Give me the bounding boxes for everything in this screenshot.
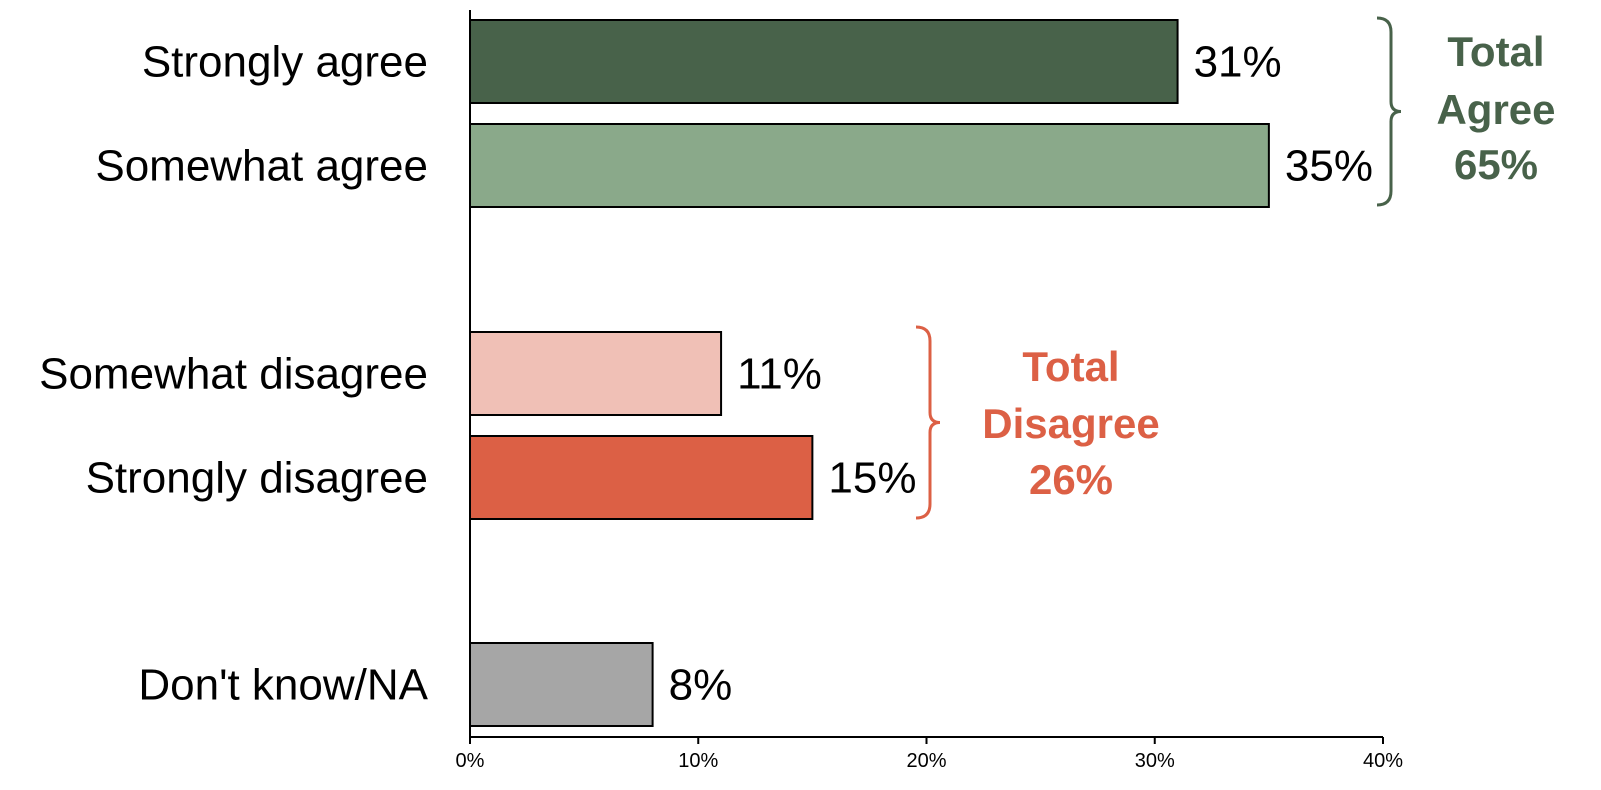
group-brace-1 <box>915 325 941 520</box>
bars-layer: Strongly agree 31% Somewhat agree 35% Somewh… <box>39 19 1373 727</box>
category-label-strongly-disagree: Strongly disagree <box>86 454 428 503</box>
group-brace-0 <box>1376 16 1402 207</box>
x-tick-label: 30% <box>1135 750 1175 772</box>
bar-somewhat-disagree <box>469 331 723 416</box>
bar-somewhat-agree <box>469 123 1270 208</box>
group-label-line: Total <box>1447 28 1544 75</box>
x-tick-label: 0% <box>456 750 485 772</box>
value-label-somewhat-agree: 35% <box>1285 142 1373 191</box>
category-label-somewhat-disagree: Somewhat disagree <box>39 350 428 399</box>
value-label-don-t-know-na: 8% <box>669 661 733 710</box>
category-label-strongly-agree: Strongly agree <box>142 38 428 87</box>
group-label-line: 65% <box>1454 141 1538 188</box>
group-label-line: Agree <box>1436 86 1555 133</box>
group-label-line: 26% <box>1029 456 1113 503</box>
x-axis: 0% 10% 20% 30% 40% <box>456 10 1403 772</box>
x-tick-label: 40% <box>1363 750 1403 772</box>
group-label-line: Disagree <box>982 400 1159 447</box>
group-annotations: Total Agree 65% Total Disagree 26% <box>915 16 1556 520</box>
value-label-somewhat-disagree: 11% <box>737 350 822 399</box>
category-label-don-t-know-na: Don't know/NA <box>138 661 428 710</box>
value-label-strongly-agree: 31% <box>1194 38 1282 87</box>
x-tick-label: 10% <box>678 750 718 772</box>
bar-strongly-agree <box>469 19 1179 104</box>
group-label-line: Total <box>1022 343 1119 390</box>
x-tick-label: 20% <box>906 750 946 772</box>
bar-don-t-know-na <box>469 642 654 727</box>
value-label-strongly-disagree: 15% <box>828 454 916 503</box>
bar-strongly-disagree <box>469 435 814 520</box>
category-label-somewhat-agree: Somewhat agree <box>95 142 428 191</box>
